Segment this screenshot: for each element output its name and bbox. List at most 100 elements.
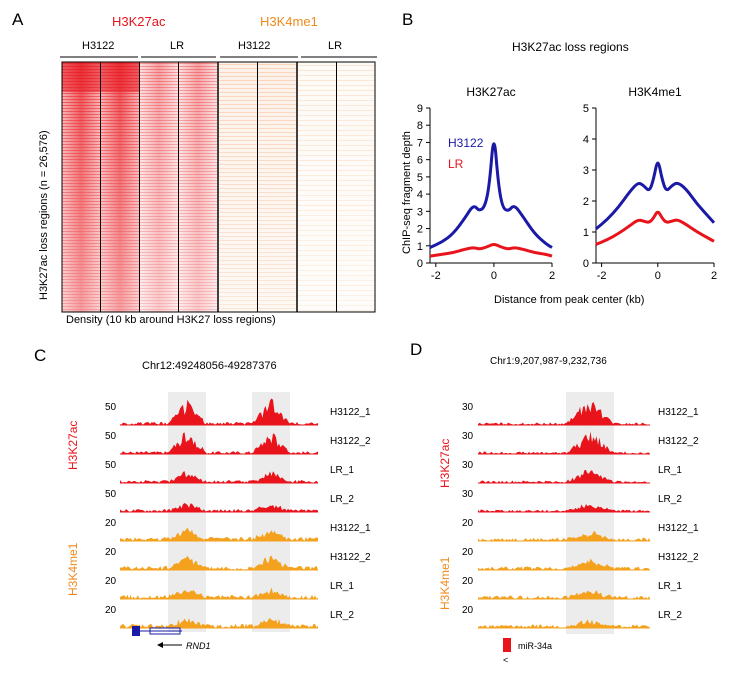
track-name: H3122_2 [658, 552, 699, 563]
panel-a-group-label: LR [170, 40, 185, 52]
y-tick-label: 6 [417, 155, 423, 167]
track-signal [120, 432, 318, 454]
track-signal [478, 504, 650, 512]
x-tick-label: -2 [431, 270, 441, 282]
track-signal [120, 502, 318, 512]
panel-d-gene-label: miR-34a [518, 641, 553, 651]
track-signal [120, 527, 318, 541]
track-signal [120, 587, 318, 599]
x-tick-label: 2 [711, 270, 717, 282]
panel-a-group-label: LR [328, 40, 343, 52]
x-tick-label: 0 [655, 270, 661, 282]
track-name: LR_2 [330, 610, 354, 621]
y-tick-label: 9 [417, 103, 423, 115]
strand-arrow-icon [157, 642, 163, 648]
y-tick-label: 0 [583, 258, 589, 270]
series-line-h3122 [595, 161, 716, 231]
track-scale: 20 [462, 518, 474, 529]
track-name: H3122_1 [330, 523, 371, 534]
track-signal [478, 470, 650, 483]
panel-a-h3k4me1-title: H3K4me1 [260, 14, 318, 29]
chart-1: H3K27ac 0 1 2 3 4 5 6 7 8 9 -2 0 2 [417, 85, 555, 282]
mirna-gene-mark [503, 638, 511, 652]
track-name: H3122_1 [330, 407, 371, 418]
panel-d-strand-label: < [503, 655, 509, 665]
track-scale: 50 [105, 402, 117, 413]
panel-b-legend-h3122: H3122 [448, 136, 484, 150]
y-tick-label: 5 [583, 103, 589, 115]
y-tick-label: 4 [583, 134, 589, 146]
track-name: LR_1 [330, 465, 354, 476]
y-tick-label: 8 [417, 120, 423, 132]
track-name: H3122_2 [330, 552, 371, 563]
track-name: LR_2 [658, 610, 682, 621]
panel-b-xlabel: Distance from peak center (kb) [494, 294, 645, 306]
track-signal [120, 398, 318, 425]
panel-c-gene-label: RND1 [186, 641, 211, 651]
track-name: LR_1 [658, 465, 682, 476]
x-tick-label: 0 [491, 270, 497, 282]
track-name: LR_1 [658, 581, 682, 592]
panel-a-h3k27ac-title: H3K27ac [112, 14, 166, 29]
series-line-lr [595, 210, 715, 246]
panel-a-group-label: H3122 [238, 40, 271, 52]
y-tick-label: 0 [417, 258, 423, 270]
track-signal [478, 558, 650, 570]
track-signal [120, 555, 318, 570]
panel-a-label: A [12, 10, 24, 29]
chart-title: H3K4me1 [628, 85, 682, 99]
track-signal [478, 431, 650, 454]
panel-b-label: B [402, 10, 414, 29]
track-name: H3122_2 [330, 436, 371, 447]
track-signal [120, 471, 318, 483]
panel-c-label: C [34, 346, 47, 365]
track-scale: 30 [462, 460, 474, 471]
track-scale: 20 [462, 547, 474, 558]
y-tick-label: 3 [583, 165, 589, 177]
y-tick-label: 4 [417, 189, 423, 201]
track-name: LR_1 [330, 581, 354, 592]
track-scale: 50 [105, 431, 117, 442]
panel-a-group-label: H3122 [82, 40, 115, 52]
track-scale: 30 [462, 402, 474, 413]
panel-b-title: H3K27ac loss regions [512, 40, 629, 54]
chart-title: H3K27ac [466, 85, 515, 99]
panel-d-label: D [410, 340, 423, 359]
track-scale: 30 [462, 489, 474, 500]
y-tick-label: 2 [583, 196, 589, 208]
track-scale: 20 [105, 576, 117, 587]
y-tick-label: 1 [583, 227, 589, 239]
track-scale: 50 [105, 460, 117, 471]
y-tick-label: 2 [417, 224, 423, 236]
track-signal [478, 590, 650, 599]
track-signal [478, 531, 650, 541]
y-tick-label: 5 [417, 172, 423, 184]
track-signal [478, 401, 650, 425]
gene-exon [132, 626, 140, 636]
series-line-h3122 [429, 142, 553, 249]
track-scale: 20 [462, 576, 474, 587]
track-scale: 30 [462, 431, 474, 442]
panel-b-legend-lr: LR [448, 157, 464, 171]
track-name: H3122_1 [658, 407, 699, 418]
chart-2: H3K4me1 0 1 2 3 4 5 -2 0 2 [583, 85, 717, 282]
panel-d-locus: Chr1:9,207,987-9,232,736 [490, 356, 607, 367]
gene-exon [149, 627, 181, 635]
track-name: LR_2 [330, 494, 354, 505]
track-scale: 50 [105, 489, 117, 500]
track-scale: 20 [105, 605, 117, 616]
y-tick-label: 1 [417, 241, 423, 253]
y-tick-label: 3 [417, 206, 423, 218]
panel-c-locus: Chr12:49248056-49287376 [142, 360, 277, 372]
track-name: LR_2 [658, 494, 682, 505]
track-scale: 20 [105, 547, 117, 558]
track-signal [478, 619, 650, 628]
x-tick-label: -2 [597, 270, 607, 282]
track-scale: 20 [462, 605, 474, 616]
track-name: H3122_1 [658, 523, 699, 534]
y-tick-label: 7 [417, 137, 423, 149]
series-line-lr [429, 242, 553, 258]
